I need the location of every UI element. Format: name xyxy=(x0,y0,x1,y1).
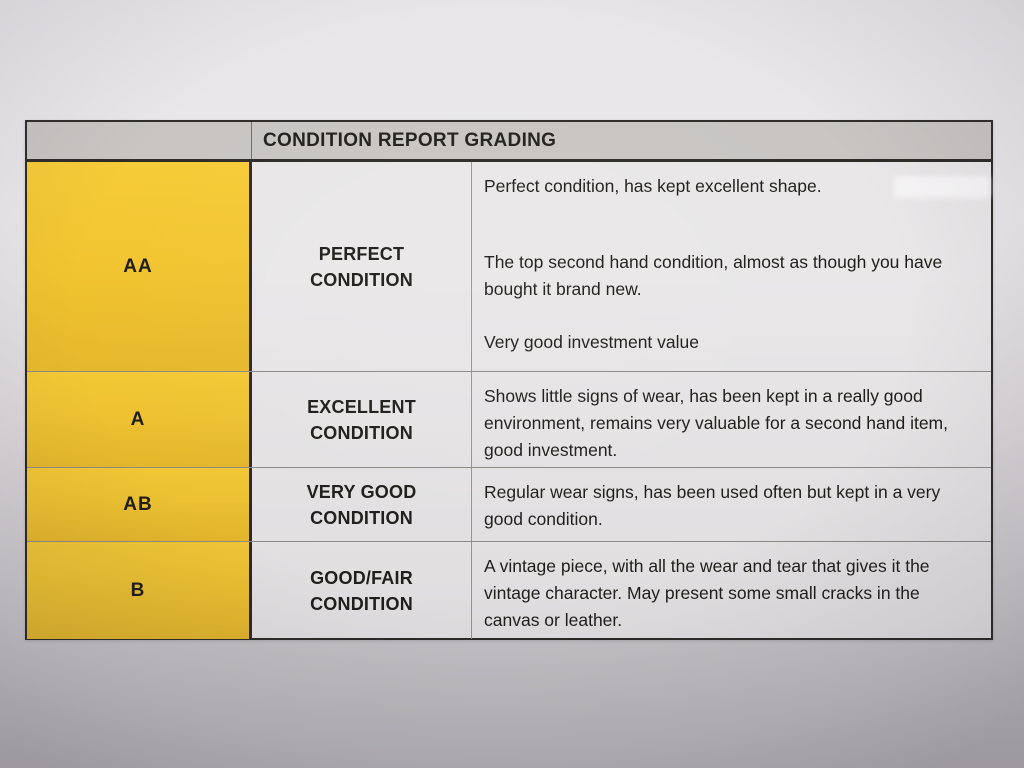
whiteout-patch xyxy=(894,176,990,198)
grade-label: B xyxy=(130,579,146,601)
table-row: AB VERY GOOD CONDITION Regular wear sign… xyxy=(27,467,991,541)
table-body: AA PERFECT CONDITION Perfect condition, … xyxy=(27,162,991,639)
table-title: CONDITION REPORT GRADING xyxy=(263,129,557,151)
condition-label-cell: VERY GOOD CONDITION xyxy=(252,468,472,541)
grade-cell: A xyxy=(27,372,252,467)
grade-label: A xyxy=(130,408,146,430)
table-header-row: CONDITION REPORT GRADING xyxy=(27,122,991,162)
description-paragraph: Perfect condition, has kept excellent sh… xyxy=(484,176,822,196)
description-paragraph: Shows little signs of wear, has been kep… xyxy=(484,386,948,460)
grade-cell: AA xyxy=(27,162,252,371)
table-row: A EXCELLENT CONDITION Shows little signs… xyxy=(27,371,991,467)
table-row: AA PERFECT CONDITION Perfect condition, … xyxy=(27,162,991,371)
description-paragraph: Regular wear signs, has been used often … xyxy=(484,482,941,529)
table-row: B GOOD/FAIR CONDITION A vintage piece, w… xyxy=(27,541,991,639)
condition-grading-table: CONDITION REPORT GRADING AA PERFECT COND… xyxy=(25,120,993,640)
condition-description-cell: Shows little signs of wear, has been kep… xyxy=(472,372,991,467)
condition-description-cell: Perfect condition, has kept excellent sh… xyxy=(472,162,991,371)
condition-label-cell: PERFECT CONDITION xyxy=(252,162,472,371)
grade-label: AB xyxy=(123,493,153,515)
description-paragraph: A vintage piece, with all the wear and t… xyxy=(484,556,930,630)
condition-label-cell: GOOD/FAIR CONDITION xyxy=(252,542,472,639)
grade-cell: AB xyxy=(27,468,252,541)
header-empty-cell xyxy=(27,122,252,159)
description-paragraph: The top second hand condition, almost as… xyxy=(484,252,943,299)
description-paragraph: Very good investment value xyxy=(484,332,699,352)
grade-cell: B xyxy=(27,542,252,639)
condition-description-cell: A vintage piece, with all the wear and t… xyxy=(472,542,991,639)
grade-label: AA xyxy=(123,255,153,277)
condition-description-cell: Regular wear signs, has been used often … xyxy=(472,468,991,541)
condition-label-cell: EXCELLENT CONDITION xyxy=(252,372,472,467)
